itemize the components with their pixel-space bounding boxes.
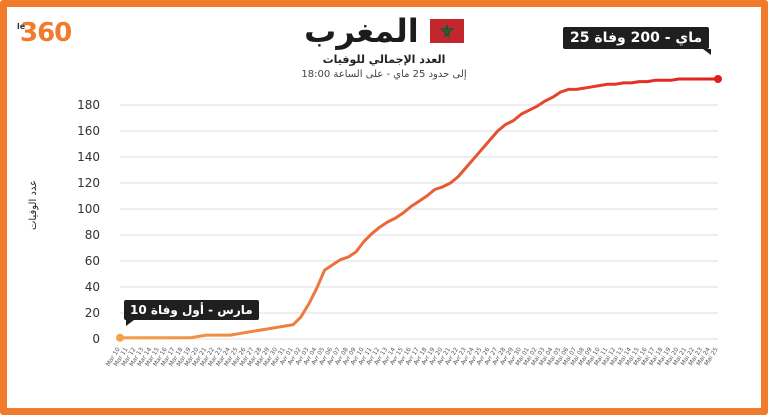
chart-datetime: إلى حدود 25 ماي - على الساعة 18:00 xyxy=(301,69,467,80)
y-tick-label: 180 xyxy=(77,98,100,112)
y-tick-label: 140 xyxy=(77,150,100,164)
y-tick-label: 160 xyxy=(77,124,100,138)
y-tick-label: 80 xyxy=(85,228,100,242)
deaths-series-line xyxy=(118,77,720,340)
y-tick-label: 20 xyxy=(85,306,100,320)
y-tick-label: 120 xyxy=(77,176,100,190)
first-death-callout: 10 مارس - أول وفاة xyxy=(124,300,259,326)
y-tick-label: 60 xyxy=(85,254,100,268)
y-tick-label: 100 xyxy=(77,202,100,216)
brand-logo: le 360 xyxy=(17,18,72,48)
morocco-flag-icon xyxy=(429,19,464,43)
last-point-marker xyxy=(714,75,722,83)
chart-title: المغرب xyxy=(304,12,419,50)
first-point-marker xyxy=(116,333,124,342)
y-tick-label: 40 xyxy=(85,280,100,294)
chart-subtitle: العدد الإجمالي للوفيات xyxy=(322,53,446,66)
brand-logo-prefix: le xyxy=(17,22,26,31)
brand-logo-text: 360 xyxy=(20,18,72,48)
latest-total-callout: 25 ماي - 200 وفاة xyxy=(563,27,712,55)
title-row: المغرب xyxy=(0,12,768,50)
y-tick-label: 0 xyxy=(92,332,100,346)
